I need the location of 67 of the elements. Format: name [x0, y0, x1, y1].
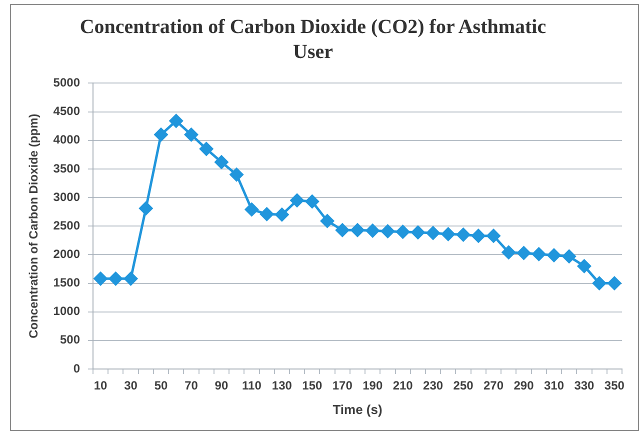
point: [577, 259, 591, 273]
x-tick-label: 190: [362, 378, 383, 393]
x-tick-label: 10: [94, 378, 108, 393]
point: [441, 227, 455, 241]
point: [366, 224, 380, 238]
point: [108, 272, 122, 286]
y-tick-label: 1000: [53, 304, 80, 318]
x-tick-label: 230: [423, 378, 444, 393]
point: [94, 272, 108, 286]
x-tick-label: 290: [514, 378, 534, 393]
point: [260, 207, 274, 221]
x-tick-label: 70: [184, 378, 198, 393]
point: [275, 208, 289, 222]
point: [396, 225, 410, 239]
point: [230, 168, 244, 182]
point: [336, 223, 350, 237]
point: [456, 228, 470, 242]
y-tick-label: 1500: [53, 276, 80, 290]
point: [184, 128, 198, 142]
y-tick-label: 4000: [53, 132, 80, 147]
point: [320, 214, 334, 228]
chart-title: Concentration of Carbon Dioxide (CO2) for Asthmatic User: [78, 15, 548, 65]
x-tick-label: 50: [154, 378, 168, 393]
point: [305, 194, 319, 208]
y-tick-label: 500: [60, 332, 80, 347]
x-tick-label: 350: [604, 378, 625, 393]
point: [426, 226, 440, 240]
y-tick-label: 3500: [53, 161, 80, 176]
point: [562, 250, 576, 264]
x-tick-label: 150: [302, 378, 322, 393]
x-tick-label: 330: [574, 378, 595, 393]
point: [244, 202, 258, 216]
point: [380, 224, 394, 238]
x-tick-label: 270: [484, 378, 504, 393]
point: [608, 276, 622, 290]
point: [532, 247, 546, 261]
x-tick-label: 170: [332, 378, 353, 393]
point: [214, 155, 228, 169]
point: [411, 226, 425, 240]
x-tick-label: 250: [453, 378, 474, 393]
point: [139, 202, 153, 216]
y-tick-label: 2500: [53, 218, 80, 232]
x-tick-label: 90: [214, 378, 228, 393]
y-tick-label: 0: [73, 361, 80, 376]
y-tick-label: 2000: [53, 246, 80, 261]
point: [486, 229, 500, 243]
x-tick-label: 310: [544, 378, 564, 393]
point: [200, 142, 214, 156]
point: [290, 194, 304, 208]
x-axis-title: Time (s): [332, 402, 382, 417]
x-tick-label: 210: [392, 378, 414, 393]
point: [517, 246, 531, 260]
y-tick-label: 3000: [53, 190, 80, 204]
point: [169, 114, 183, 128]
y-axis-title: Concentration of Carbon Dioxide (ppm): [26, 114, 41, 338]
point: [350, 223, 364, 237]
point: [472, 229, 486, 243]
point: [592, 276, 606, 290]
point: [124, 272, 138, 286]
y-tick-label: 5000: [53, 76, 80, 90]
x-tick-label: 110: [242, 378, 262, 393]
x-tick-label: 130: [272, 378, 292, 393]
point: [502, 246, 516, 260]
x-tick-label: 30: [124, 378, 138, 393]
y-tick-label: 4500: [53, 104, 80, 118]
point: [547, 248, 561, 262]
point: [154, 128, 168, 142]
